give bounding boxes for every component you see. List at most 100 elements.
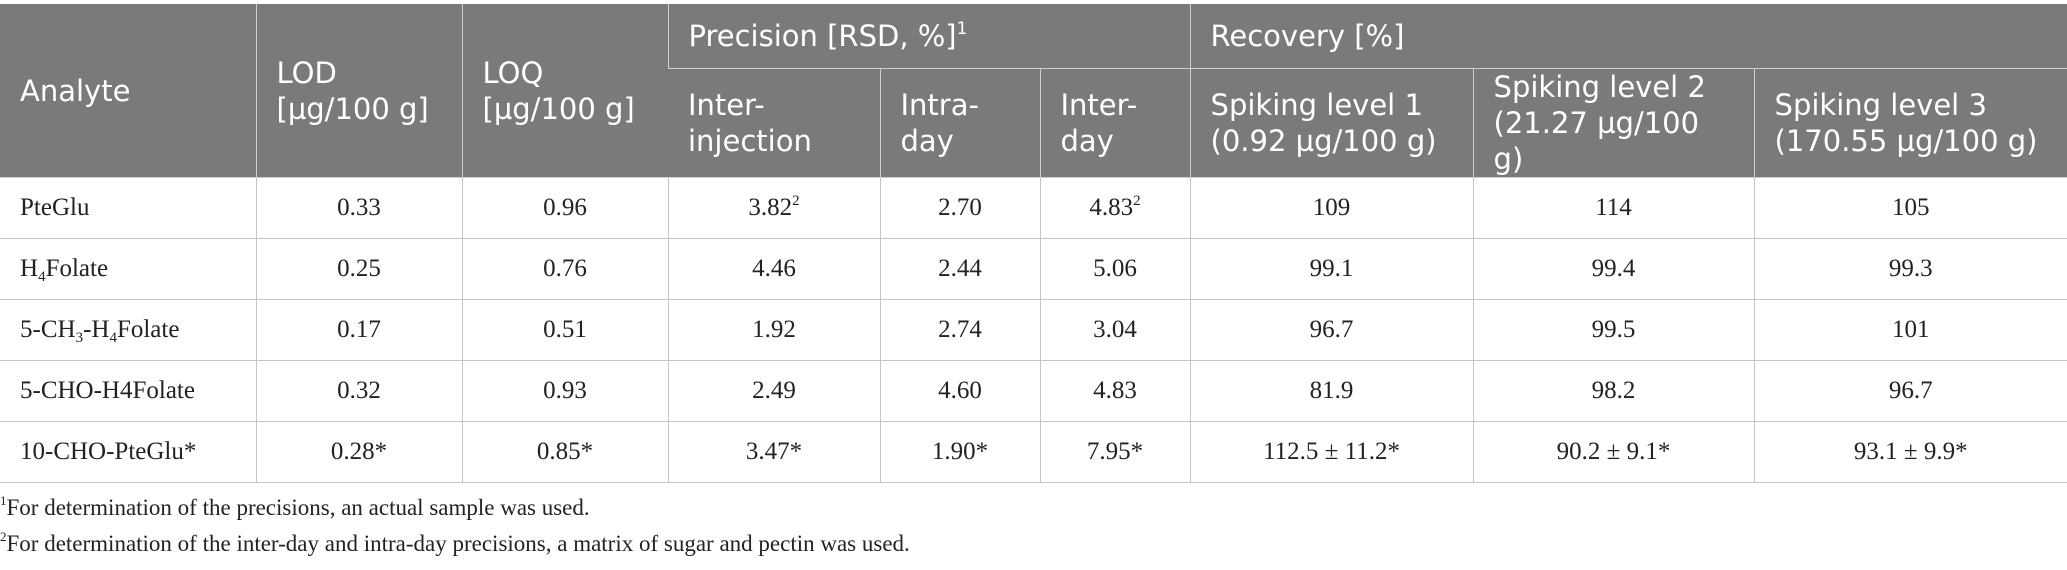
results-table: Analyte LOD [µg/100 g] LOQ [µg/100 g] Prec… <box>0 4 2067 483</box>
header-lod: LOD [µg/100 g] <box>255 4 462 178</box>
header-spike-2: Spiking level 2 (21.27 µg/100 g) <box>1472 68 1755 178</box>
footnote-mark: 2 <box>0 529 7 544</box>
footnote-marker: 1 <box>956 19 968 39</box>
header-spike-1: Spiking level 1 (0.92 µg/100 g) <box>1189 68 1474 178</box>
cell-intra-day: 4.60 <box>879 360 1040 422</box>
table-row: PteGlu 0.33 0.96 3.822 2.70 4.832 109 11… <box>0 177 2067 239</box>
subscript: 4 <box>109 330 117 346</box>
cell-spike-3: 96.7 <box>1753 360 2067 422</box>
header-intra-day-line1: Intra- <box>900 88 979 122</box>
header-loq-label: LOQ <box>482 55 544 90</box>
table-row: 5-CH3-H4Folate 0.17 0.51 1.92 2.74 3.04 … <box>0 299 2067 361</box>
table-header: Analyte LOD [µg/100 g] LOQ [µg/100 g] Prec… <box>0 4 2067 178</box>
cell-analyte: 10-CHO-PteGlu* <box>0 421 256 483</box>
header-lod-label: LOD <box>276 55 337 90</box>
cell-inter-day: 7.95* <box>1039 421 1191 483</box>
header-spike-2-line1: Spiking level 2 <box>1493 70 1706 104</box>
header-recovery: Recovery [%] <box>1189 4 2067 69</box>
cell-analyte: PteGlu <box>0 177 256 239</box>
table-row: 10-CHO-PteGlu* 0.28* 0.85* 3.47* 1.90* 7… <box>0 421 2067 483</box>
cell-spike-2: 98.2 <box>1472 360 1755 422</box>
footnote-1: 1For determination of the precisions, an… <box>0 490 910 526</box>
footnote-text: For determination of the inter-day and i… <box>6 531 910 556</box>
header-intra-day: Intra-day <box>879 68 1040 178</box>
footnote-2: 2For determination of the inter-day and … <box>0 526 910 562</box>
cell-inter-day: 5.06 <box>1039 238 1191 300</box>
header-spike-3-line2: (170.55 µg/100 g) <box>1774 124 2038 158</box>
cell-value: 3.82 <box>748 194 793 221</box>
analyte-part: 5-CH <box>20 316 76 343</box>
cell-value: 4.83 <box>1089 194 1134 221</box>
header-spike-1-line1: Spiking level 1 <box>1210 88 1423 122</box>
header-inter-injection: Inter-injection <box>668 68 880 178</box>
cell-inter-injection: 3.822 <box>667 177 880 239</box>
cell-inter-injection: 3.47* <box>667 421 880 483</box>
cell-loq: 0.93 <box>461 360 668 422</box>
header-lod-unit: [µg/100 g] <box>276 91 429 126</box>
header-spike-2-line2: (21.27 µg/100 g) <box>1493 106 1700 176</box>
footnote-mark: 1 <box>0 493 7 508</box>
cell-analyte: 5-CHO-H4Folate <box>0 360 256 422</box>
header-inter-day-line2: day <box>1060 124 1114 158</box>
cell-loq: 0.51 <box>461 299 668 361</box>
header-spike-3-line1: Spiking level 3 <box>1774 88 1987 122</box>
cell-intra-day: 1.90* <box>879 421 1040 483</box>
cell-lod: 0.28* <box>255 421 462 483</box>
cell-spike-1: 81.9 <box>1189 360 1474 422</box>
table-body: PteGlu 0.33 0.96 3.822 2.70 4.832 109 11… <box>0 177 2067 483</box>
header-spike-1-line2: (0.92 µg/100 g) <box>1210 124 1437 158</box>
header-precision: Precision [RSD, %]1 <box>667 4 1191 69</box>
cell-spike-1: 112.5 ± 11.2* <box>1189 421 1474 483</box>
cell-intra-day: 2.44 <box>879 238 1040 300</box>
footnote-marker: 2 <box>1133 193 1141 209</box>
cell-intra-day: 2.70 <box>879 177 1040 239</box>
header-inter-day-line1: Inter- <box>1060 88 1138 122</box>
cell-inter-day: 4.832 <box>1039 177 1191 239</box>
cell-inter-injection: 2.49 <box>667 360 880 422</box>
header-inter-injection-line2: injection <box>688 124 812 158</box>
cell-spike-1: 109 <box>1189 177 1474 239</box>
cell-inter-day: 4.83 <box>1039 360 1191 422</box>
cell-spike-3: 105 <box>1753 177 2067 239</box>
cell-spike-3: 93.1 ± 9.9* <box>1753 421 2067 483</box>
cell-inter-day: 3.04 <box>1039 299 1191 361</box>
subscript: 4 <box>38 269 46 285</box>
cell-loq: 0.76 <box>461 238 668 300</box>
cell-spike-1: 99.1 <box>1189 238 1474 300</box>
cell-spike-3: 99.3 <box>1753 238 2067 300</box>
cell-lod: 0.32 <box>255 360 462 422</box>
table-row: 5-CHO-H4Folate 0.32 0.93 2.49 4.60 4.83 … <box>0 360 2067 422</box>
cell-intra-day: 2.74 <box>879 299 1040 361</box>
cell-spike-2: 90.2 ± 9.1* <box>1472 421 1755 483</box>
header-inter-injection-line1: Inter- <box>688 88 765 122</box>
cell-spike-3: 101 <box>1753 299 2067 361</box>
header-intra-day-line2: day <box>900 124 954 158</box>
header-loq-unit: [µg/100 g] <box>482 91 635 126</box>
cell-spike-2: 99.5 <box>1472 299 1755 361</box>
table-row: H4Folate 0.25 0.76 4.46 2.44 5.06 99.1 9… <box>0 238 2067 300</box>
cell-analyte: 5-CH3-H4Folate <box>0 299 256 361</box>
cell-loq: 0.85* <box>461 421 668 483</box>
header-inter-day: Inter-day <box>1039 68 1191 178</box>
cell-lod: 0.33 <box>255 177 462 239</box>
footnotes: 1For determination of the precisions, an… <box>0 490 910 562</box>
cell-spike-2: 99.4 <box>1472 238 1755 300</box>
analyte-part: Folate <box>45 255 109 282</box>
cell-inter-injection: 1.92 <box>667 299 880 361</box>
cell-inter-injection: 4.46 <box>667 238 880 300</box>
analyte-part: -H <box>83 316 110 343</box>
header-analyte: Analyte <box>0 4 256 178</box>
cell-spike-2: 114 <box>1472 177 1755 239</box>
subscript: 3 <box>75 330 84 346</box>
cell-lod: 0.17 <box>255 299 462 361</box>
cell-spike-1: 96.7 <box>1189 299 1474 361</box>
cell-loq: 0.96 <box>461 177 668 239</box>
cell-analyte: H4Folate <box>0 238 256 300</box>
analyte-part: Folate <box>116 316 180 343</box>
cell-lod: 0.25 <box>255 238 462 300</box>
header-spike-3: Spiking level 3 (170.55 µg/100 g) <box>1753 68 2067 178</box>
footnote-marker: 2 <box>792 193 800 209</box>
analyte-part: H <box>20 255 39 282</box>
header-precision-label: Precision [RSD, %] <box>688 19 957 53</box>
header-loq: LOQ [µg/100 g] <box>461 4 668 178</box>
